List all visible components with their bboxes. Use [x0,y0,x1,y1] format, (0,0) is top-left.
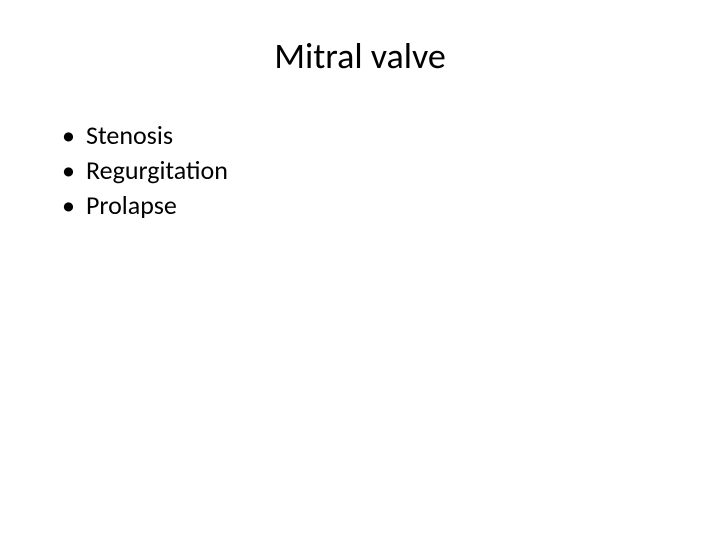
bullet-list: Stenosis Regurgitation Prolapse [50,118,670,223]
list-item: Prolapse [62,188,670,223]
slide-container: Mitral valve Stenosis Regurgitation Prol… [0,0,720,540]
slide-title: Mitral valve [50,34,670,78]
list-item: Regurgitation [62,153,670,188]
list-item: Stenosis [62,118,670,153]
